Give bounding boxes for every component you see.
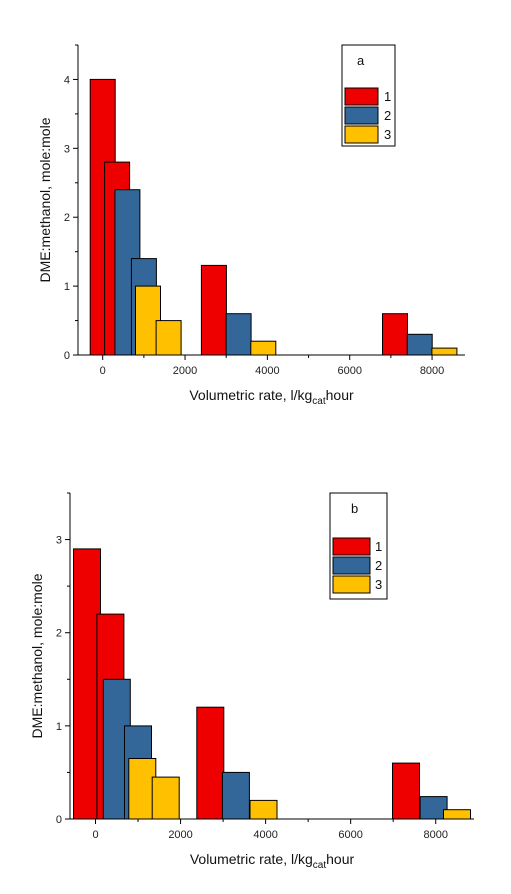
- chart-b-legend-swatch-1: [332, 537, 371, 556]
- chart-a-bar-series-2-4: [406, 333, 433, 356]
- chart-a-legend-swatch-1: [344, 87, 379, 106]
- chart-b-x-axis-label: Volumetric rate, l/kgcathour: [190, 851, 355, 871]
- chart-b-ytick-label: 0: [56, 814, 62, 826]
- chart-a-bar-series-3-3: [250, 340, 277, 356]
- chart-b-ytick-label: 3: [56, 535, 62, 547]
- chart-b-bar-series-3-1: [128, 758, 157, 820]
- chart-b-legend-label-3: 3: [375, 577, 382, 592]
- chart-b-bar-series-1-3: [196, 706, 225, 820]
- chart-a-ytick-label: 3: [64, 143, 70, 155]
- chart-b-bar-series-2-3: [221, 771, 250, 820]
- chart-b-ytick-label: 2: [56, 628, 62, 640]
- chart-b-xtick-label: 8000: [423, 829, 447, 841]
- chart-a-legend-swatch-3: [344, 125, 379, 144]
- chart-a-legend-label-2: 2: [384, 108, 391, 123]
- chart-a-bar-series-1-4: [382, 313, 408, 356]
- chart-a-ytick-label: 1: [64, 281, 70, 293]
- chart-b-xtick-label: 4000: [253, 829, 277, 841]
- chart-b-xtick-label: 0: [92, 829, 98, 841]
- chart-a-xtick-label: 2000: [173, 365, 197, 377]
- chart-a-xtick-label: 4000: [255, 365, 279, 377]
- chart-a-bar-series-3-2: [155, 320, 182, 356]
- chart-a-ytick-label: 0: [64, 350, 70, 362]
- chart-b-legend-label-2: 2: [375, 558, 382, 573]
- chart-a-bar-series-3-4: [431, 347, 458, 356]
- chart-b-bar-series-3-4: [443, 809, 471, 820]
- chart-b-bar-series-3-3: [249, 799, 278, 820]
- chart-a-ytick-label: 2: [64, 212, 70, 224]
- chart-b-legend-swatch-3: [332, 575, 371, 594]
- chart-b-xtick-label: 2000: [168, 829, 192, 841]
- chart-b-bar-series-1-4: [392, 762, 420, 820]
- chart-a-panel-label: a: [357, 53, 365, 68]
- chart-a-y-axis-label: DME:methanol, mole:mole: [37, 117, 53, 282]
- chart-b-legend-swatch-2: [332, 556, 371, 575]
- chart-a-legend-label-3: 3: [384, 127, 391, 142]
- chart-a-ytick-label: 4: [64, 74, 70, 86]
- chart-a-x-axis-label: Volumetric rate, l/kgcathour: [189, 387, 354, 407]
- chart-a-bar-series-2-3: [225, 313, 252, 356]
- chart-b-panel-label: b: [351, 501, 358, 516]
- chart-a-xtick-label: 8000: [420, 365, 444, 377]
- chart-b-y-axis-label: DME:methanol, mole:mole: [29, 573, 45, 738]
- chart-a-bar-series-1-3: [200, 264, 227, 356]
- chart-a-legend-swatch-2: [344, 106, 379, 125]
- chart-a-legend-label-1: 1: [384, 89, 391, 104]
- chart-b-ytick-label: 1: [56, 721, 62, 733]
- chart-a-xtick-label: 6000: [337, 365, 361, 377]
- chart-b-bar-series-3-2: [151, 776, 180, 820]
- chart-a-xtick-label: 0: [100, 365, 106, 377]
- chart-b-legend-label-1: 1: [375, 539, 382, 554]
- chart-b-xtick-label: 6000: [338, 829, 362, 841]
